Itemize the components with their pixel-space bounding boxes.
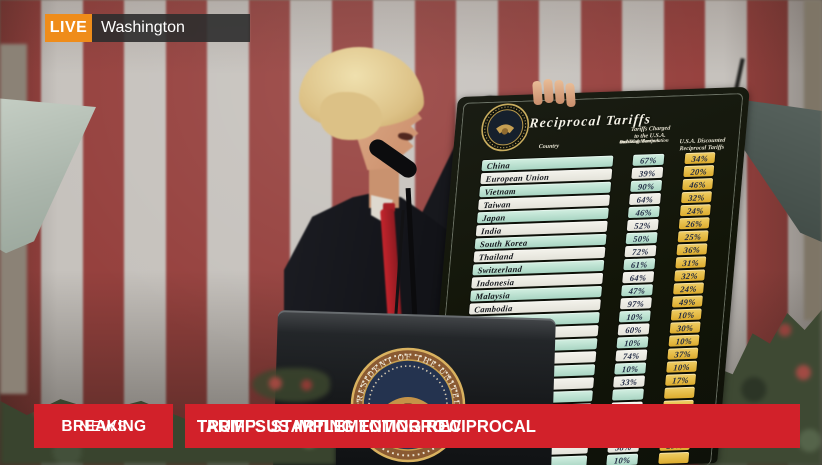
tariff-charged-cell: 64% [622, 271, 655, 284]
breaking-news-badge: BREAKING NEWS [34, 404, 173, 448]
tariff-charged-cell: 10% [606, 453, 639, 465]
tariff-discounted-cell: 30% [669, 321, 701, 334]
tariff-charged-cell [611, 388, 644, 401]
tariff-discounted-cell: 10% [666, 360, 698, 373]
headline-line-2: TARIFFS STARTING TOMORROW [197, 415, 462, 436]
tariff-discounted-cell: 26% [678, 217, 710, 230]
headline-line-1: TRUMP: US IMPLEMENTING RECIPROCAL [197, 415, 536, 436]
tariff-discounted-cell: 36% [676, 243, 708, 256]
tariff-discounted-cell: 24% [673, 282, 705, 295]
rose-clump [252, 368, 330, 402]
tariff-charged-cell: 74% [615, 349, 648, 362]
live-badge: LIVE [45, 14, 92, 42]
tariff-discounted-cell: 25% [677, 230, 709, 243]
headline-banner: TRUMP: US IMPLEMENTING RECIPROCAL TARIFF… [185, 404, 800, 448]
tariff-charged-cell: 50% [625, 232, 658, 245]
tariff-discounted-cell: 49% [671, 295, 703, 308]
tariff-charged-cell: 10% [618, 310, 651, 323]
tariff-charged-cell: 97% [619, 297, 652, 310]
tariff-charged-cell: 67% [632, 153, 665, 166]
tariff-discounted-cell: 46% [682, 178, 714, 191]
tariff-charged-cell: 10% [616, 336, 649, 349]
tariff-discounted-cell [658, 451, 690, 465]
reciprocal-tariffs-board: Reciprocal Tariffs Country Tariffs Charg… [425, 86, 750, 465]
tariff-charged-cell: 72% [624, 245, 657, 258]
tariff-discounted-cell: 32% [674, 269, 706, 282]
tariff-charged-cell: 10% [614, 362, 647, 375]
tie-knot [383, 203, 395, 212]
tariff-charged-cell: 90% [630, 179, 663, 192]
tariff-discounted-cell: 10% [670, 308, 702, 321]
breaking-label: BREAKING [60, 417, 147, 435]
tariff-discounted-cell: 20% [683, 165, 715, 178]
location-badge: Washington [92, 14, 250, 42]
tariff-charged-cell: 39% [631, 166, 664, 179]
tariff-charged-cell: 52% [626, 218, 659, 232]
tariff-charged-cell: 64% [629, 192, 661, 206]
tariff-charged-cell: 47% [621, 284, 654, 297]
tariff-discounted-cell: 24% [679, 204, 711, 217]
tariff-discounted-cell: 34% [684, 152, 716, 165]
tariff-charged-cell: 60% [617, 323, 650, 336]
news-label: NEWS [79, 417, 128, 435]
tariff-discounted-cell: 37% [667, 347, 699, 360]
tariff-charged-cell: 61% [623, 258, 656, 271]
tariff-discounted-cell: 31% [675, 256, 707, 269]
tariff-discounted-cell: 10% [668, 334, 700, 347]
tariff-discounted-cell: 32% [681, 191, 712, 204]
tariff-charged-cell: 33% [613, 375, 646, 388]
tariff-charged-cell: 46% [627, 205, 660, 219]
presidential-seal-icon [481, 103, 530, 152]
tariff-discounted-cell: 17% [665, 373, 697, 386]
hair-side [320, 92, 382, 140]
tariff-discounted-cell [663, 386, 695, 399]
